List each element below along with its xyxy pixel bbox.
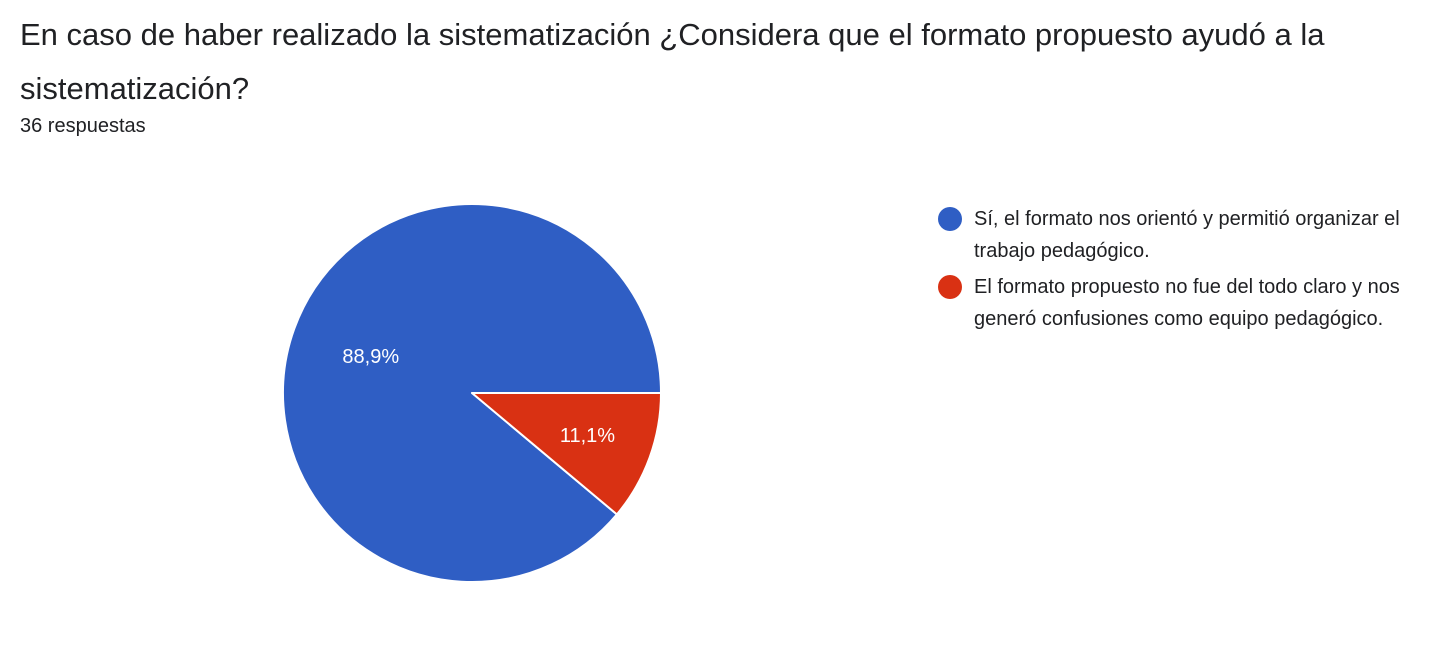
chart-legend: Sí, el formato nos orientó y permitió or… — [938, 203, 1408, 339]
legend-swatch-yes — [938, 207, 962, 231]
pie-label-no: 11,1% — [560, 425, 615, 447]
pie-slice-no[interactable] — [471, 392, 662, 516]
pie-label-yes: 88,9% — [342, 346, 399, 368]
legend-label-no: El formato propuesto no fue del todo cla… — [974, 276, 1400, 330]
question-title: En caso de haber realizado la sistematiz… — [20, 17, 1325, 106]
response-count: 36 respuestas — [20, 115, 146, 137]
legend-item-yes[interactable]: Sí, el formato nos orientó y permitió or… — [938, 203, 1408, 267]
legend-swatch-no — [938, 275, 962, 299]
legend-label-yes: Sí, el formato nos orientó y permitió or… — [974, 208, 1400, 262]
legend-item-no[interactable]: El formato propuesto no fue del todo cla… — [938, 271, 1408, 335]
